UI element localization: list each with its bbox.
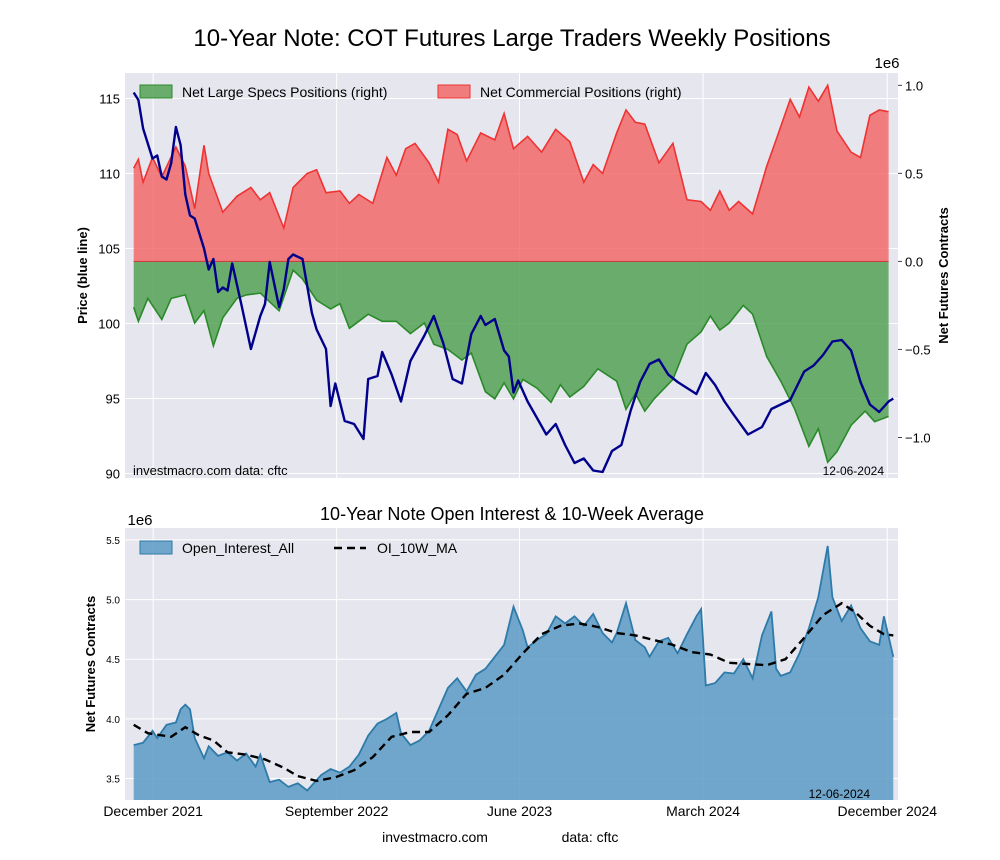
legend-swatch-oi [139, 540, 173, 555]
specs-area [133, 261, 889, 463]
bottom-date-label: 12-06-2024 [809, 787, 871, 801]
x-tick-label: December 2021 [103, 803, 203, 819]
legend-label-oi: Open_Interest_All [182, 540, 294, 556]
commercial-area-line [132, 83, 889, 231]
top-panel: 90 95 100 105 110 115 Price (blue line) −1.0 −0.… [75, 55, 951, 482]
legend-label-specs: Net Large Specs Positions (right) [182, 84, 387, 100]
right-tick-label: 0.0 [905, 254, 923, 269]
bottom-panel-title: 10-Year Note Open Interest & 10-Week Ave… [320, 504, 704, 524]
right-tick-label: −1.0 [905, 431, 931, 446]
x-tick-label: March 2024 [666, 803, 740, 819]
left-axis-label: Price (blue line) [75, 227, 90, 324]
oi-moving-average-line [133, 601, 894, 783]
right-tick-label: 1.0 [905, 78, 923, 93]
legend-swatch-specs [139, 84, 173, 99]
left-tick-label: 3.5 [106, 775, 120, 786]
left-tick-label: 110 [99, 167, 120, 182]
footer-source: data: cftc [562, 829, 619, 845]
left-tick-label: 105 [98, 242, 120, 257]
legend-label-commercial: Net Commercial Positions (right) [480, 84, 682, 100]
price-line [132, 91, 894, 474]
left-tick-label: 4.5 [106, 655, 120, 666]
left-tick-label: 115 [99, 92, 120, 107]
left-tick-label: 5.0 [106, 596, 120, 607]
left-tick-label: 90 [106, 467, 120, 482]
top-legend: Net Large Specs Positions (right) Net Com… [139, 84, 682, 100]
left-tick-label: 100 [98, 317, 120, 332]
legend-label-ma: OI_10W_MA [377, 540, 458, 556]
legend-swatch-commercial [437, 84, 471, 99]
right-axis-multiplier: 1e6 [874, 55, 899, 72]
right-tick-label: 0.5 [905, 166, 923, 181]
left-tick-label: 95 [106, 392, 120, 407]
left-tick-label: 5.5 [106, 536, 120, 547]
x-tick-label: December 2024 [837, 803, 937, 819]
commercial-area [133, 85, 889, 262]
watermark: investmacro.com data: cftc [133, 463, 288, 478]
right-tick-label: −0.5 [905, 342, 931, 357]
top-date-label: 12-06-2024 [823, 464, 885, 478]
footer-site: investmacro.com [382, 829, 488, 845]
right-axis-label: Net Futures Contracts [936, 207, 951, 344]
bottom-panel: 3.5 4.0 4.5 5.0 5.5 1e6 Net Futures Contracts 1… [83, 504, 937, 819]
left-axis-label: Net Futures Contracts [83, 596, 98, 733]
chart-title: 10-Year Note: COT Futures Large Traders … [193, 25, 830, 52]
left-axis-multiplier: 1e6 [127, 512, 152, 529]
specs-area-line [132, 268, 889, 464]
x-tick-label: June 2023 [487, 803, 553, 819]
bottom-legend: Open_Interest_All OI_10W_MA [139, 540, 458, 556]
left-tick-label: 4.0 [106, 715, 120, 726]
x-tick-label: September 2022 [285, 803, 389, 819]
open-interest-area [133, 545, 894, 800]
